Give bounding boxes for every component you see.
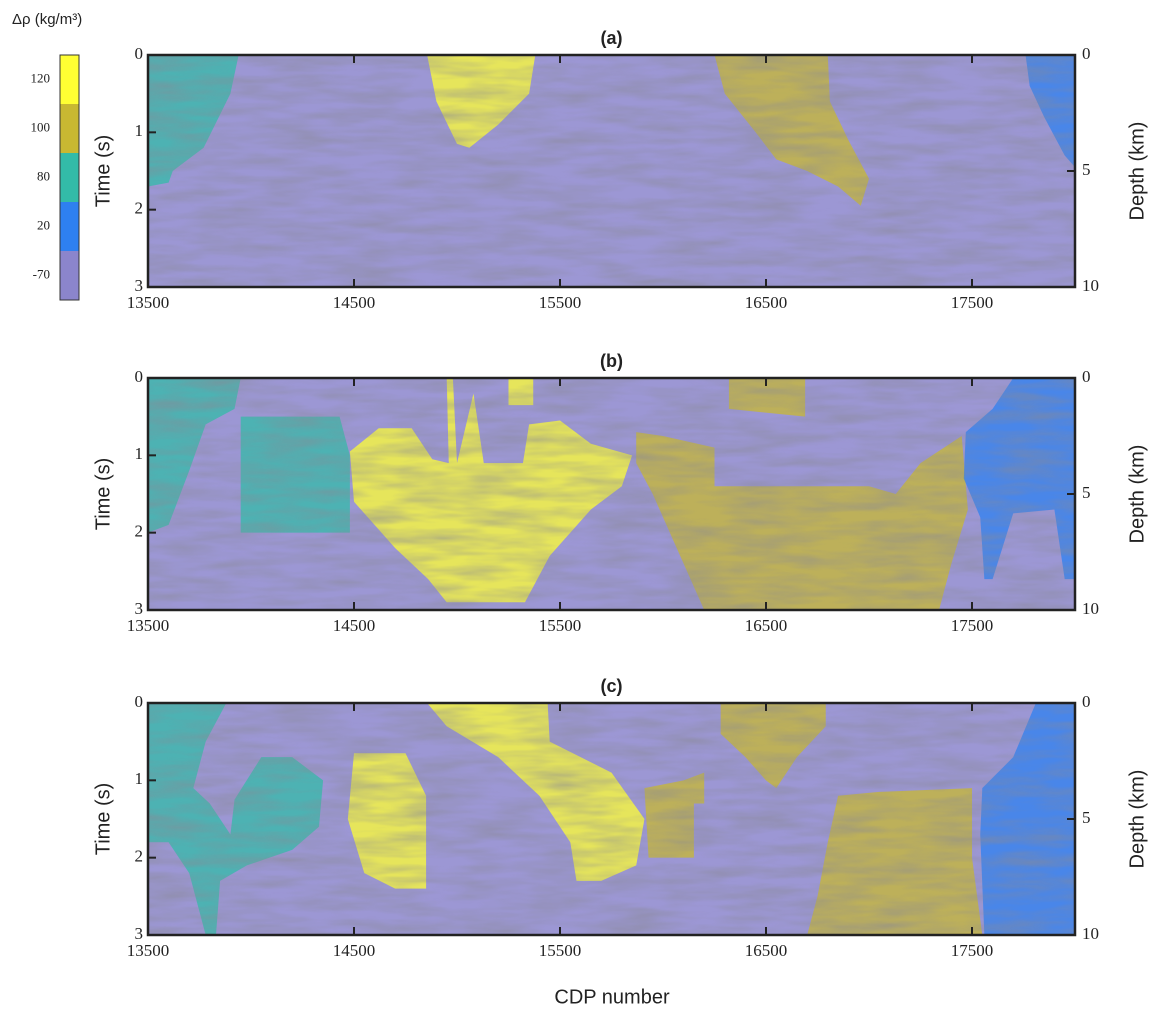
y-tick-label: 0: [135, 44, 144, 63]
y2-tick-label: 0: [1082, 692, 1091, 711]
x-tick-label: 15500: [539, 941, 582, 960]
y2-tick-label: 0: [1082, 367, 1091, 386]
colorbar-segment: [60, 251, 79, 300]
panel: 13500 14500 15500 16500 17500 0 1 2 3 0 5 10 (c) Time…: [92, 676, 1148, 960]
y-tick-label: 2: [135, 847, 144, 866]
y-axis-label: Time (s): [92, 135, 114, 208]
colorbar-label: Δρ (kg/m³): [12, 11, 82, 28]
page: {"colorbar": {"label": "Δρ (kg/m³)", "cl…: [0, 0, 1161, 1018]
colorbar-tick-label: -70: [33, 266, 50, 281]
colorbar-segment: [60, 153, 79, 202]
colorbar-tick-label: 120: [31, 70, 51, 85]
x-tick-label: 16500: [745, 941, 788, 960]
colorbar-segment: [60, 55, 79, 104]
y-tick-label: 0: [135, 367, 144, 386]
y-tick-label: 3: [135, 276, 144, 295]
x-tick-label: 17500: [951, 293, 994, 312]
panel: 13500 14500 15500 16500 17500 0 1 2 3 0 5 10 (b) Time…: [92, 351, 1148, 635]
seismic-texture: [148, 703, 1075, 935]
y-tick-label: 3: [135, 924, 144, 943]
y2-tick-label: 10: [1082, 276, 1099, 295]
seismic-texture: [148, 55, 1075, 287]
y2-axis-label: Depth (km): [1126, 122, 1148, 221]
y2-tick-label: 5: [1082, 160, 1091, 179]
colorbar-tick-label: 20: [37, 217, 50, 232]
panel-title: (b): [600, 351, 623, 371]
y-tick-label: 1: [135, 121, 144, 140]
y-tick-label: 1: [135, 769, 144, 788]
y-tick-label: 3: [135, 599, 144, 618]
y-tick-label: 2: [135, 522, 144, 541]
panel-title: (a): [601, 28, 623, 48]
y2-tick-label: 0: [1082, 44, 1091, 63]
x-tick-label: 17500: [951, 616, 994, 635]
panel-title: (c): [601, 676, 623, 696]
panel: 13500 14500 15500 16500 17500 0 1 2 3 0 5 10 (a) Time…: [92, 28, 1148, 312]
y2-tick-label: 10: [1082, 924, 1099, 943]
colorbar-tick-label: 100: [31, 119, 51, 134]
x-tick-label: 13500: [127, 293, 170, 312]
y2-tick-label: 10: [1082, 599, 1099, 618]
y2-axis-label: Depth (km): [1126, 445, 1148, 544]
x-tick-label: 13500: [127, 941, 170, 960]
colorbar-segment: [60, 104, 79, 153]
y-tick-label: 1: [135, 444, 144, 463]
y2-tick-label: 5: [1082, 483, 1091, 502]
x-tick-label: 16500: [745, 616, 788, 635]
colorbar-segment: [60, 202, 79, 251]
y2-tick-label: 5: [1082, 808, 1091, 827]
seismic-texture: [148, 378, 1075, 610]
y2-axis-label: Depth (km): [1126, 770, 1148, 869]
x-tick-label: 16500: [745, 293, 788, 312]
x-tick-label: 14500: [333, 293, 376, 312]
x-tick-label: 15500: [539, 293, 582, 312]
colorbar-tick-label: 80: [37, 168, 50, 183]
x-tick-label: 14500: [333, 616, 376, 635]
figure: Δρ (kg/m³) CDP number 1201008020-7013500…: [0, 0, 1161, 1018]
y-tick-label: 2: [135, 199, 144, 218]
x-tick-label: 15500: [539, 616, 582, 635]
y-axis-label: Time (s): [92, 458, 114, 531]
y-axis-label: Time (s): [92, 783, 114, 856]
y-tick-label: 0: [135, 692, 144, 711]
x-tick-label: 14500: [333, 941, 376, 960]
x-tick-label: 13500: [127, 616, 170, 635]
x-tick-label: 17500: [951, 941, 994, 960]
x-axis-label: CDP number: [554, 986, 670, 1008]
